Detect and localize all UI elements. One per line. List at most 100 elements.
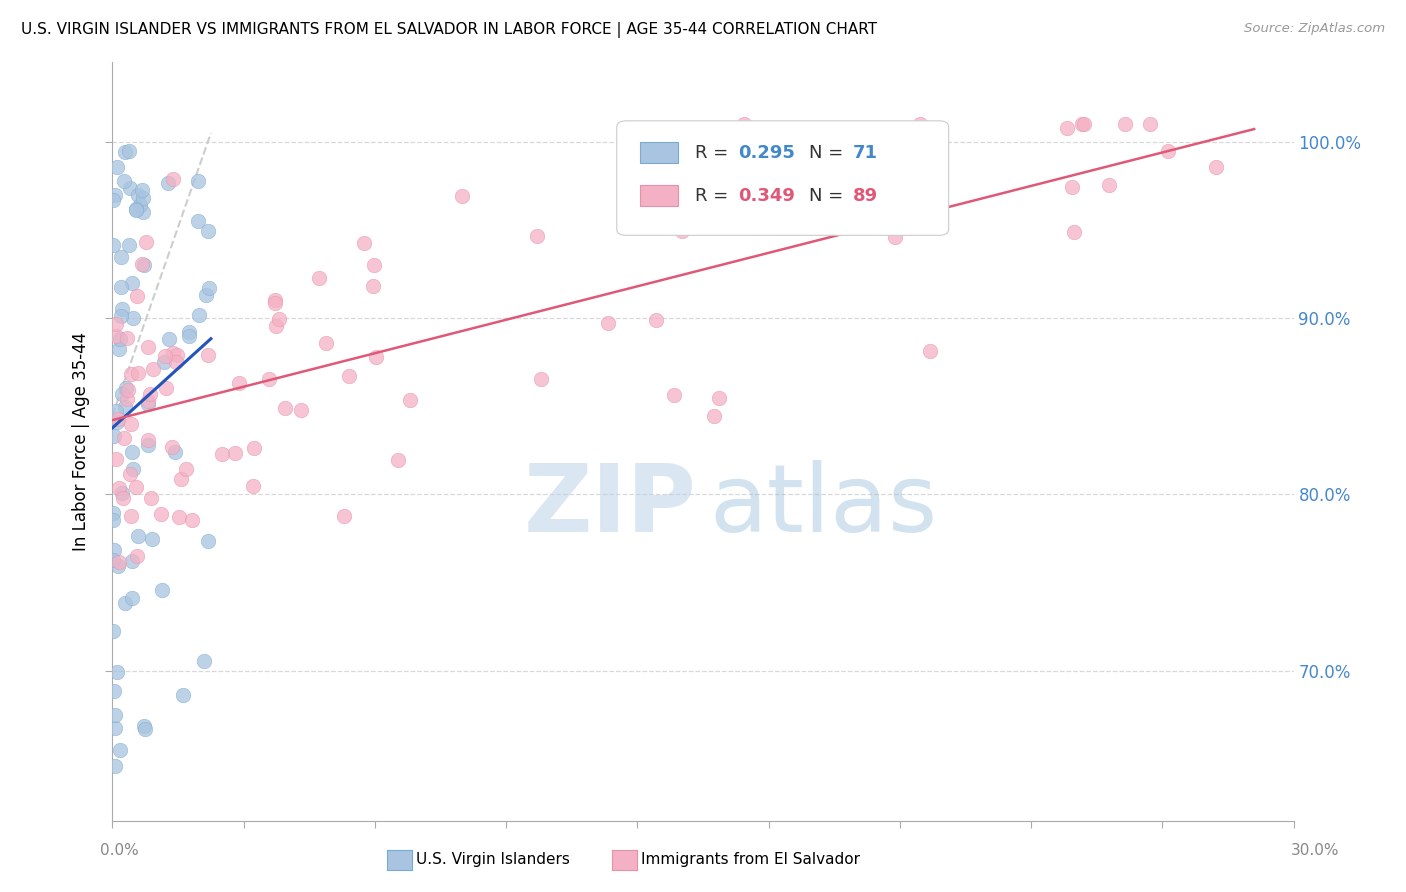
Point: [224, 446, 246, 460]
Point: [153, 355, 176, 369]
Point: [197, 348, 219, 362]
Point: [128, 198, 150, 212]
Point: [387, 452, 409, 467]
Point: [117, 383, 139, 397]
Point: [132, 719, 155, 733]
Text: 30.0%: 30.0%: [1291, 843, 1339, 858]
Point: [645, 313, 668, 327]
Point: [103, 506, 125, 520]
Point: [125, 481, 148, 495]
Point: [333, 508, 356, 523]
Point: [110, 280, 132, 294]
Point: [127, 288, 149, 302]
Point: [131, 257, 153, 271]
Point: [1098, 178, 1121, 192]
Point: [263, 293, 285, 308]
Text: 89: 89: [853, 187, 879, 205]
Point: [806, 194, 828, 209]
Point: [662, 387, 685, 401]
Point: [596, 316, 619, 330]
Point: [118, 238, 141, 252]
Point: [353, 235, 375, 250]
Point: [110, 743, 132, 757]
Point: [264, 295, 287, 310]
Text: 0.349: 0.349: [738, 187, 796, 205]
Point: [177, 329, 200, 343]
Point: [1139, 117, 1161, 131]
Point: [105, 317, 128, 331]
Text: U.S. Virgin Islanders: U.S. Virgin Islanders: [416, 853, 569, 867]
Point: [110, 309, 132, 323]
Point: [908, 117, 931, 131]
Point: [105, 160, 128, 174]
Point: [108, 332, 131, 346]
Point: [165, 444, 187, 458]
Point: [115, 392, 138, 407]
Point: [105, 452, 128, 467]
Point: [1156, 144, 1178, 158]
Point: [703, 409, 725, 423]
Point: [108, 481, 131, 495]
Point: [114, 381, 136, 395]
Point: [132, 204, 155, 219]
Point: [127, 529, 149, 543]
Point: [114, 145, 136, 159]
Point: [264, 318, 287, 333]
Point: [103, 429, 125, 443]
Point: [107, 342, 129, 356]
Point: [155, 381, 177, 395]
Point: [228, 376, 250, 390]
Point: [157, 332, 180, 346]
Point: [187, 174, 209, 188]
Point: [242, 441, 264, 455]
Point: [170, 472, 193, 486]
Point: [451, 189, 474, 203]
Point: [135, 235, 157, 249]
Point: [117, 144, 139, 158]
Point: [127, 187, 149, 202]
Point: [122, 310, 145, 325]
Point: [166, 348, 188, 362]
Point: [136, 340, 159, 354]
Bar: [640, 142, 678, 163]
Point: [167, 509, 190, 524]
Y-axis label: In Labor Force | Age 35-44: In Labor Force | Age 35-44: [72, 332, 90, 551]
Point: [197, 224, 219, 238]
Point: [180, 513, 202, 527]
Point: [125, 202, 148, 216]
Point: [112, 431, 135, 445]
Point: [105, 416, 128, 430]
Point: [107, 558, 129, 573]
Point: [121, 553, 143, 567]
Point: [104, 188, 127, 202]
Point: [127, 366, 149, 380]
Text: 0.0%: 0.0%: [100, 843, 139, 858]
Point: [1071, 117, 1094, 131]
Point: [162, 345, 184, 359]
Point: [156, 176, 179, 190]
Point: [150, 507, 173, 521]
Text: R =: R =: [695, 187, 734, 205]
Point: [105, 328, 128, 343]
Point: [136, 433, 159, 447]
Point: [150, 583, 173, 598]
Point: [141, 532, 163, 546]
Point: [138, 438, 160, 452]
Point: [121, 276, 143, 290]
Point: [1056, 121, 1078, 136]
Point: [104, 759, 127, 773]
Point: [198, 281, 221, 295]
Point: [121, 445, 143, 459]
Point: [399, 392, 422, 407]
Point: [103, 543, 125, 558]
Point: [131, 183, 153, 197]
Point: [111, 387, 134, 401]
Point: [165, 355, 187, 369]
Point: [103, 237, 125, 252]
Point: [155, 349, 177, 363]
Point: [211, 447, 233, 461]
Point: [693, 196, 716, 211]
Point: [363, 259, 385, 273]
Point: [118, 467, 141, 481]
Point: [125, 549, 148, 564]
